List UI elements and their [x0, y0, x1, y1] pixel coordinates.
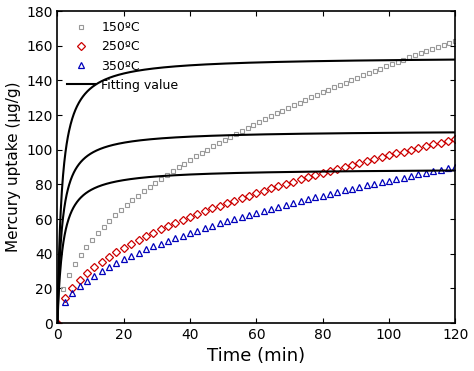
Line: 250ºC: 250ºC: [55, 137, 458, 326]
150ºC: [273, 111, 279, 116]
X-axis label: Time (min): Time (min): [207, 348, 305, 365]
150ºC: [147, 185, 153, 189]
150ºC: [55, 321, 60, 325]
350ºC: [202, 226, 208, 230]
Line: Fitting value: Fitting value: [57, 60, 455, 323]
250ºC: [445, 139, 451, 143]
Fitting value: [365, 58, 371, 63]
Fitting value: [328, 59, 334, 63]
Fitting value: [95, 81, 101, 85]
150ºC: [452, 38, 458, 43]
350ºC: [445, 166, 451, 171]
150ºC: [158, 177, 164, 181]
250ºC: [128, 242, 134, 246]
250ºC: [99, 260, 104, 264]
250ºC: [408, 148, 414, 152]
150ºC: [176, 165, 182, 170]
Legend: 150ºC, 250ºC, 350ºC, Fitting value: 150ºC, 250ºC, 350ºC, Fitting value: [64, 17, 182, 96]
350ºC: [99, 269, 104, 273]
Fitting value: [452, 58, 458, 62]
350ºC: [452, 165, 458, 169]
250ºC: [55, 321, 60, 325]
250ºC: [452, 137, 458, 142]
Fitting value: [230, 61, 236, 66]
Fitting value: [372, 58, 378, 63]
Y-axis label: Mercury uptake (μg/g): Mercury uptake (μg/g): [6, 82, 20, 252]
Fitting value: [216, 62, 221, 66]
250ºC: [202, 209, 208, 213]
250ºC: [150, 231, 156, 235]
150ºC: [389, 62, 395, 66]
350ºC: [150, 244, 156, 249]
Line: 150ºC: 150ºC: [55, 38, 458, 325]
Line: 350ºC: 350ºC: [55, 164, 458, 326]
Fitting value: [55, 321, 60, 325]
350ºC: [55, 321, 60, 325]
350ºC: [408, 174, 414, 178]
350ºC: [128, 254, 134, 258]
150ºC: [395, 60, 401, 64]
